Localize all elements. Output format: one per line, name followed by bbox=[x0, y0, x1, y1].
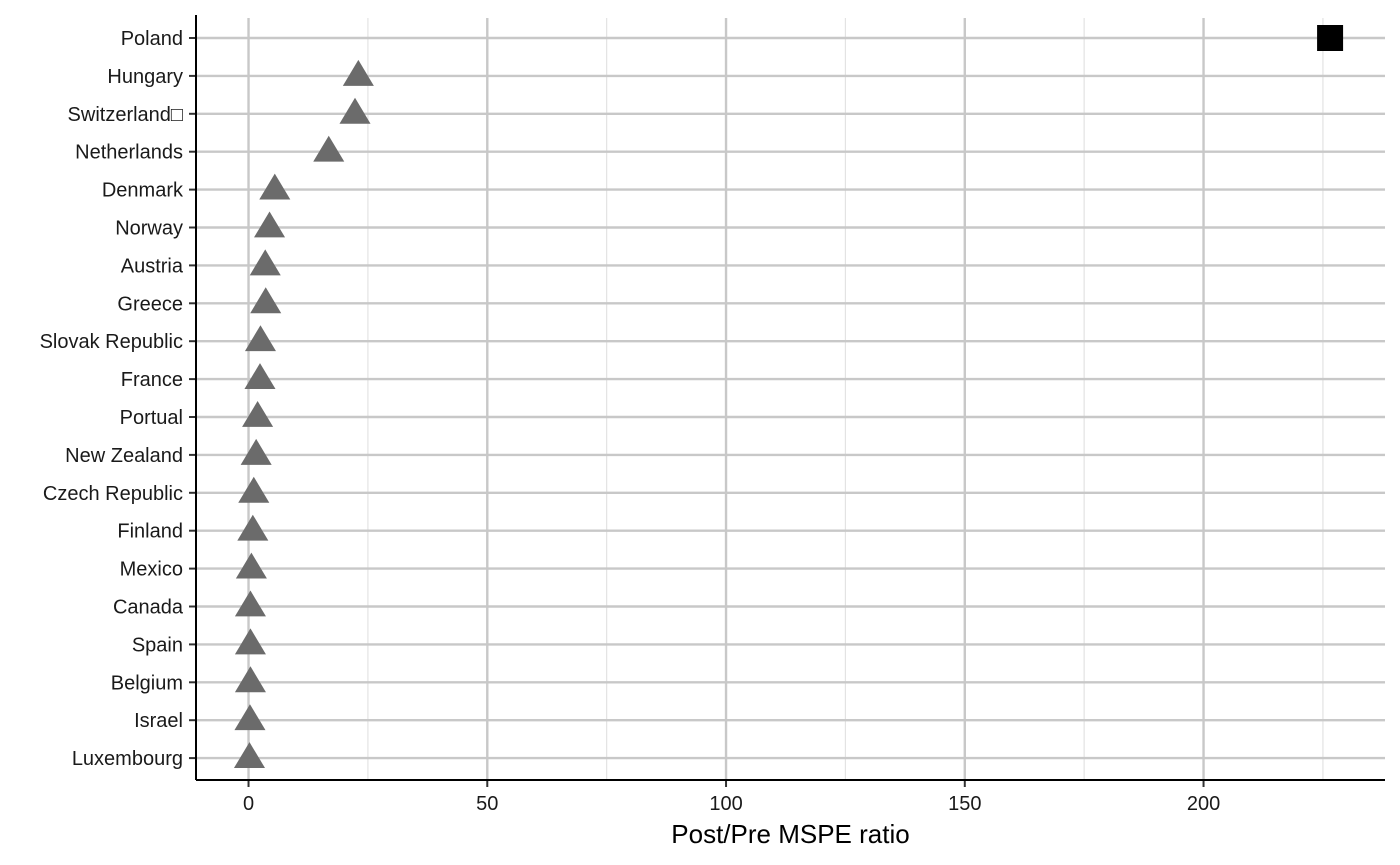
data-point-triangle bbox=[240, 438, 272, 465]
y-tick-label: Israel bbox=[134, 710, 183, 732]
y-tick-label: Norway bbox=[115, 218, 183, 240]
data-point-triangle bbox=[254, 211, 286, 238]
y-tick-label: Slovak Republic bbox=[40, 331, 183, 353]
data-point-triangle bbox=[342, 59, 374, 86]
data-point-triangle bbox=[249, 249, 281, 276]
y-tick-label: Poland bbox=[121, 28, 183, 50]
x-axis-title: Post/Pre MSPE ratio bbox=[671, 819, 909, 849]
y-tick-label: Canada bbox=[113, 597, 184, 619]
y-tick-label: Finland bbox=[117, 521, 183, 543]
x-tick-label: 50 bbox=[476, 793, 498, 815]
x-tick-label: 0 bbox=[243, 793, 254, 815]
y-tick-label: Luxembourg bbox=[72, 748, 183, 770]
data-point-triangle bbox=[234, 666, 266, 693]
data-point-triangle bbox=[238, 476, 270, 503]
grid-layer bbox=[196, 18, 1385, 780]
y-tick-label: Austria bbox=[121, 255, 184, 277]
data-point-triangle bbox=[233, 742, 266, 769]
x-tick-label: 100 bbox=[709, 793, 742, 815]
data-point-triangle bbox=[244, 325, 276, 352]
y-tick-label: Switzerland□ bbox=[68, 104, 183, 126]
data-point-triangle bbox=[250, 287, 282, 314]
data-point-triangle bbox=[339, 97, 371, 124]
data-point-triangle bbox=[234, 590, 266, 617]
data-point-triangle bbox=[234, 704, 266, 731]
x-axis-ticks: 0 50 100 150 200 bbox=[243, 780, 1220, 815]
y-axis-ticks: Poland Hungary Switzerland□ Netherlands Denm… bbox=[40, 28, 196, 770]
data-point-square bbox=[1317, 25, 1344, 51]
data-point-triangle bbox=[313, 135, 345, 162]
y-tick-label: Hungary bbox=[107, 66, 183, 88]
y-tick-label: New Zealand bbox=[65, 445, 183, 467]
data-point-triangle bbox=[259, 173, 291, 200]
marks-layer bbox=[233, 25, 1344, 769]
x-tick-label: 200 bbox=[1187, 793, 1220, 815]
y-tick-label: France bbox=[121, 369, 183, 391]
y-tick-label: Mexico bbox=[120, 559, 183, 581]
y-tick-label: Greece bbox=[117, 293, 183, 315]
y-tick-label: Czech Republic bbox=[43, 483, 183, 505]
data-point-triangle bbox=[242, 401, 274, 427]
y-tick-label: Portual bbox=[120, 407, 183, 429]
data-point-triangle bbox=[244, 363, 276, 390]
y-tick-label: Denmark bbox=[102, 180, 184, 202]
y-tick-label: Belgium bbox=[111, 672, 183, 694]
data-point-triangle bbox=[234, 628, 266, 655]
y-tick-label: Spain bbox=[132, 634, 183, 656]
data-point-triangle bbox=[235, 552, 267, 579]
x-tick-label: 150 bbox=[948, 793, 981, 815]
data-point-triangle bbox=[237, 514, 269, 541]
y-tick-label: Netherlands bbox=[75, 142, 183, 164]
